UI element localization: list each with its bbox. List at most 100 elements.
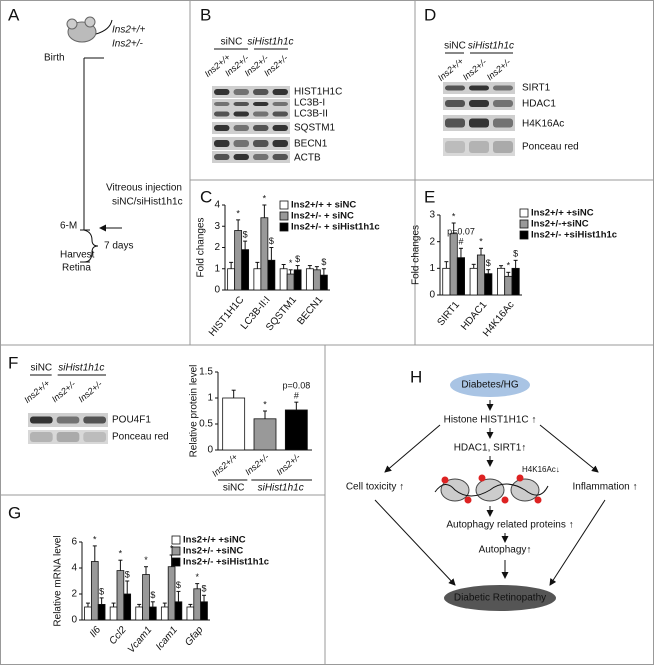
group-label: siNC	[221, 37, 243, 48]
annotation: *	[263, 399, 267, 409]
bar	[109, 606, 118, 621]
x-tick-label: Ins2+/-	[274, 452, 302, 478]
legend-swatch	[171, 535, 181, 545]
band	[83, 416, 106, 424]
band	[214, 125, 230, 131]
band	[30, 416, 53, 424]
bar	[442, 267, 451, 296]
bar	[234, 230, 243, 291]
bar	[193, 588, 202, 621]
nucleosomes	[434, 474, 549, 504]
genotype: Ins2+/-	[112, 39, 144, 50]
band	[214, 140, 230, 147]
legend-label: Ins2+/- +siHist1h1c	[183, 557, 269, 568]
lane-label: Ins2+/-	[461, 57, 489, 83]
band	[445, 100, 465, 107]
band	[56, 432, 80, 442]
y-tick-label: 0	[207, 445, 213, 456]
bar	[267, 259, 276, 291]
legend-label: Ins2+/+ + siNC	[291, 200, 356, 211]
annotation: *	[93, 534, 97, 544]
annotation: $	[486, 258, 491, 268]
bar	[174, 601, 183, 621]
western-blot: siNC siHist1h1cIns2+/+Ins2+/-Ins2+/-POU4F…	[22, 363, 169, 444]
bar	[253, 268, 262, 291]
bar	[305, 268, 314, 291]
bar	[222, 397, 246, 451]
band-label: LC3B-I	[294, 98, 325, 109]
band	[445, 118, 465, 128]
bar	[123, 593, 132, 621]
lane-label: Ins2+/+	[436, 56, 465, 83]
x-tick-label: HIST1H1C	[207, 295, 247, 339]
band	[445, 141, 465, 153]
blot-strip	[212, 122, 290, 134]
annotation: p=0.08	[282, 381, 310, 391]
node: Histone HIST1H1C ↑	[444, 415, 537, 426]
node: Inflammation ↑	[572, 482, 637, 493]
bar	[84, 606, 92, 621]
x-tick-label: Ins2+/-	[243, 452, 271, 478]
group-label: siHist1h1c	[258, 483, 304, 494]
y-tick-label: 3	[214, 221, 220, 232]
y-axis-label: Fold changes	[196, 217, 207, 277]
annotation: $	[99, 586, 104, 596]
annotation: *	[479, 237, 483, 247]
band-label: Ponceau red	[522, 142, 579, 153]
band	[233, 89, 249, 95]
group-label: siNC	[223, 483, 245, 494]
blot-strip	[212, 151, 290, 163]
band-label: POU4F1	[112, 415, 151, 426]
y-axis-label: Relative protein level	[189, 365, 200, 458]
band	[493, 141, 513, 153]
group-label: siHist1h1c	[468, 41, 514, 52]
bar	[279, 268, 288, 291]
band	[83, 432, 106, 442]
x-tick-label: Ins2+/+	[210, 452, 239, 479]
y-axis-label: Relative mRNA level	[53, 535, 64, 626]
legend-label: Ins2+/- + siNC	[291, 211, 354, 222]
y-tick-label: 4	[214, 200, 220, 211]
band-label: SQSTM1	[294, 123, 336, 134]
panel-label: D	[424, 5, 436, 24]
band	[253, 154, 269, 160]
y-tick-label: 2	[214, 242, 220, 253]
band	[469, 85, 489, 91]
band	[56, 416, 80, 424]
lane-label: Ins2+/-	[50, 379, 78, 405]
label: Birth	[44, 53, 65, 64]
y-tick-label: 1	[207, 393, 213, 404]
annotation: *	[144, 555, 148, 565]
bar	[167, 566, 176, 621]
band	[214, 102, 230, 106]
annotation: *	[263, 193, 267, 203]
lane-label: Ins2+/-	[485, 57, 513, 83]
y-tick-label: 4	[71, 563, 77, 574]
blot-strip	[212, 137, 290, 150]
y-tick-label: 2	[71, 589, 77, 600]
bar	[456, 257, 465, 296]
panel-label: B	[200, 5, 211, 24]
legend-label: Ins2+/- + siHist1h1c	[291, 222, 380, 233]
bar	[312, 269, 321, 291]
bar	[293, 269, 302, 291]
blot-strip	[212, 109, 290, 119]
bar	[241, 249, 250, 291]
band-label: BECN1	[294, 139, 328, 150]
bar	[484, 273, 493, 296]
y-tick-label: 0	[429, 290, 435, 301]
panel-label: G	[8, 503, 21, 522]
band-label: Ponceau red	[112, 432, 169, 443]
legend-swatch	[279, 211, 289, 221]
bar	[449, 233, 458, 296]
blot-strip	[212, 86, 290, 98]
band	[214, 111, 230, 117]
band	[253, 111, 269, 117]
annotation: $	[202, 584, 207, 594]
band	[233, 111, 249, 117]
legend-label: Ins2+/- +siNC	[183, 546, 243, 557]
bar	[284, 409, 308, 451]
bar	[496, 267, 506, 296]
band	[233, 140, 249, 147]
x-tick-label: BECN1	[295, 294, 325, 327]
